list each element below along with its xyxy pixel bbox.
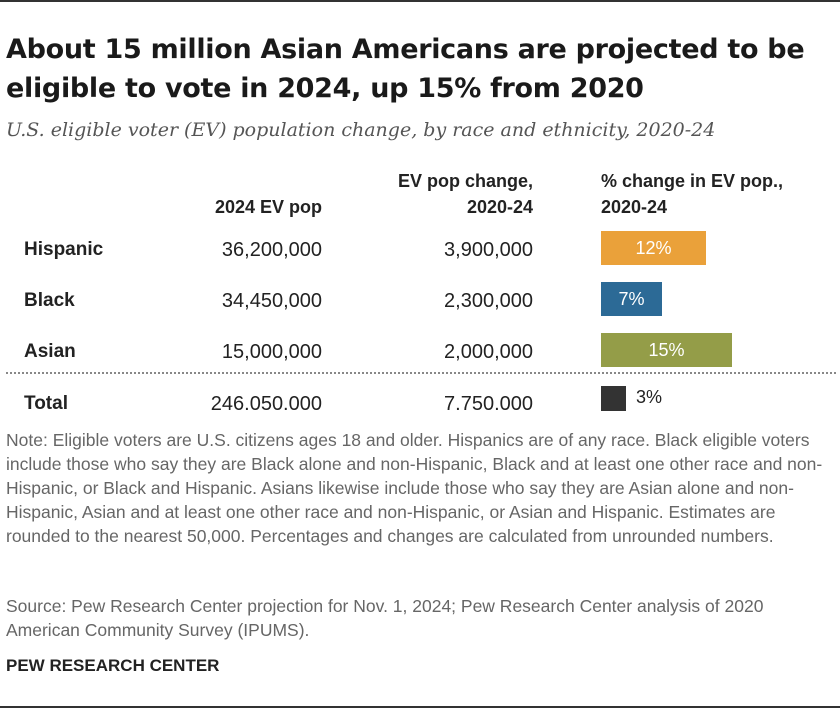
- bar-value-label: 7%: [618, 289, 645, 309]
- ev-change-value: 3,900,000: [444, 239, 533, 261]
- ev-pop-value: 15,000,000: [221, 341, 322, 363]
- column-header-pct-change-line1: % change in EV pop.,: [601, 171, 784, 191]
- ev-pop-value: 36,200,000: [221, 239, 322, 261]
- chart-source: Source: Pew Research Center projection f…: [6, 596, 764, 640]
- bar-value-label: 15%: [648, 340, 685, 360]
- ev-change-value: 2,300,000: [444, 290, 533, 312]
- column-header-ev-pop-text: 2024 EV pop: [214, 197, 322, 217]
- chart-title: About 15 million Asian Americans are pro…: [6, 34, 805, 104]
- column-header-pct-change: % change in EV pop., 2020-24: [601, 168, 821, 220]
- column-header-ev-change-line2: 2020-24: [466, 197, 533, 217]
- top-rule: [0, 0, 840, 2]
- row-label: Black: [24, 290, 75, 311]
- bar-value-label: 3%: [636, 387, 663, 407]
- column-header-ev-change: EV pop change, 2020-24: [340, 168, 533, 220]
- column-header-pct-change-line2: 2020-24: [601, 197, 668, 217]
- ev-change-value: 2,000,000: [444, 341, 533, 363]
- table-row: Black 34,450,000 2,300,000 7%: [0, 282, 840, 322]
- table-row: Asian 15,000,000 2,000,000 15%: [0, 333, 840, 373]
- bar-asian: 15%: [601, 333, 732, 367]
- ev-change-value: 7.750.000: [444, 393, 533, 415]
- brand-logo-text: PEW RESEARCH CENTER: [6, 656, 220, 675]
- chart-subtitle: U.S. eligible voter (EV) population chan…: [6, 119, 716, 141]
- bar-value-label: 12%: [635, 238, 672, 258]
- column-header-ev-pop: 2024 EV pop: [150, 194, 322, 220]
- bar-hispanic: 12%: [601, 231, 706, 265]
- ev-pop-value: 246.050.000: [210, 393, 322, 415]
- ev-pop-value: 34,450,000: [221, 290, 322, 312]
- row-label: Asian: [24, 341, 76, 362]
- table-row: Total 246.050.000 7.750.000 3%: [0, 385, 840, 425]
- bar-black: 7%: [601, 282, 662, 316]
- total-separator: [6, 372, 836, 374]
- chart-note: Note: Eligible voters are U.S. citizens …: [6, 430, 823, 546]
- row-label: Hispanic: [24, 239, 104, 260]
- bar-total: [601, 386, 626, 411]
- table-row: Hispanic 36,200,000 3,900,000 12%: [0, 231, 840, 271]
- column-header-ev-change-line1: EV pop change,: [397, 171, 533, 191]
- bottom-rule: [0, 706, 840, 708]
- row-label: Total: [24, 393, 68, 414]
